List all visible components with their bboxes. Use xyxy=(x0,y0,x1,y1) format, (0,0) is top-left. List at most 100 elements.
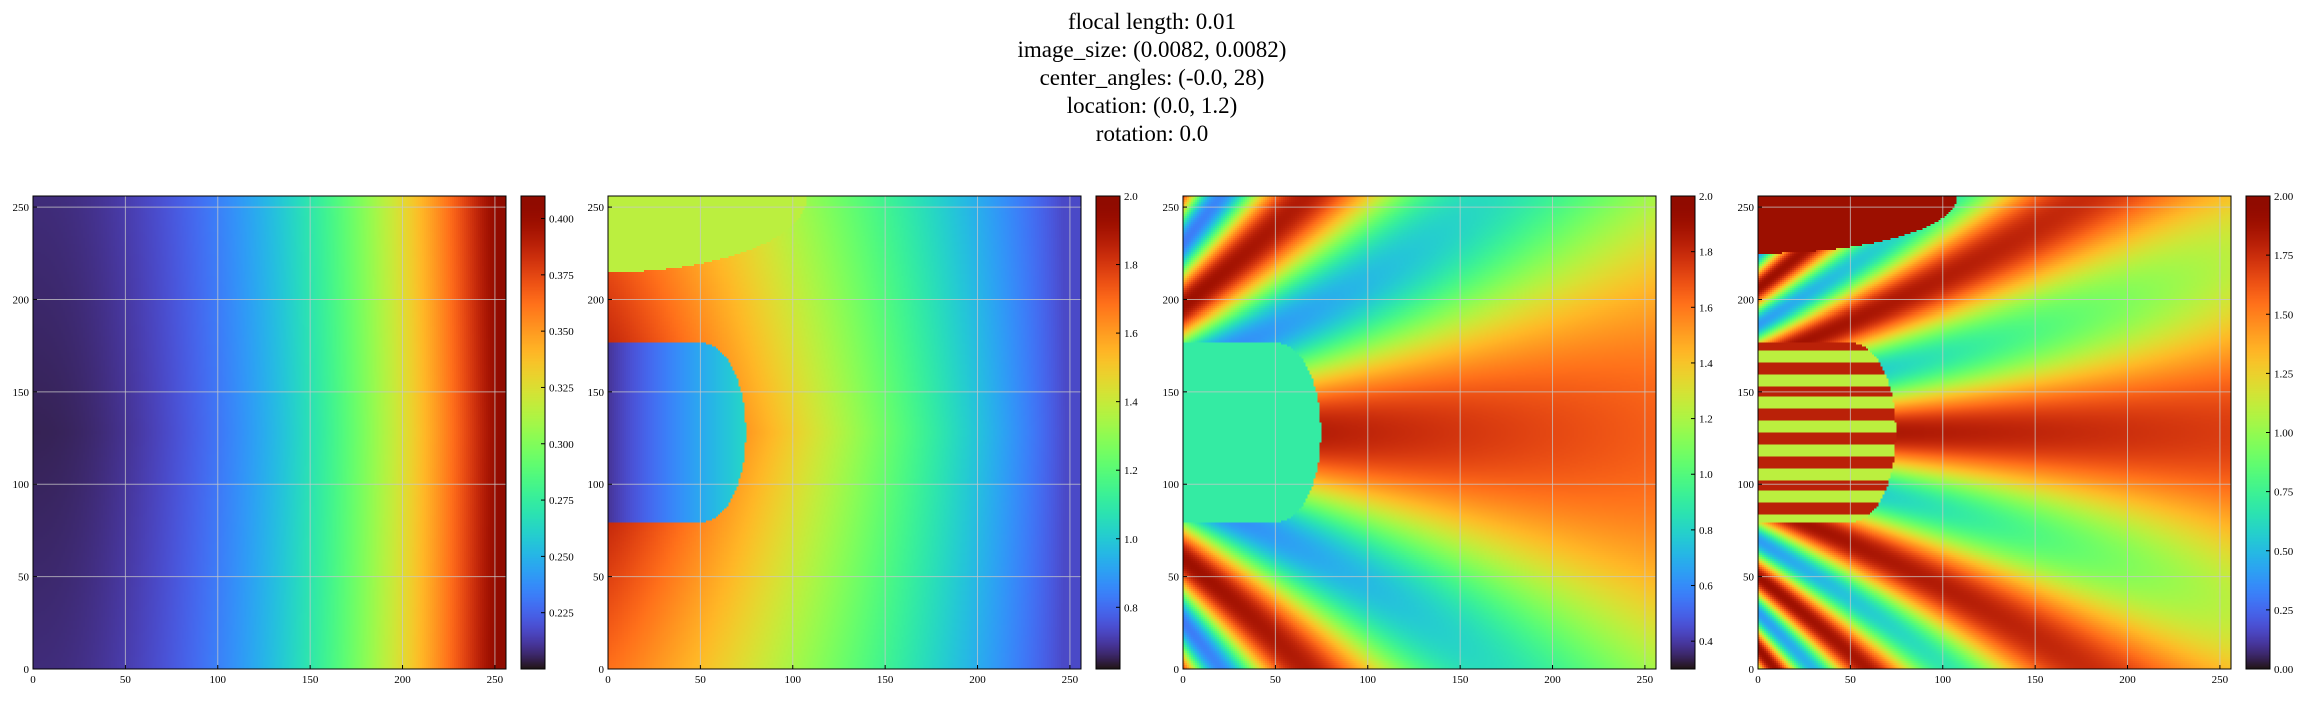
colorbar-tick-label: 1.4 xyxy=(1699,358,1713,370)
x-tick-label: 50 xyxy=(120,674,132,686)
colorbar-tick-label: 1.6 xyxy=(1699,302,1713,314)
y-tick-label: 250 xyxy=(1163,202,1180,214)
colorbar-tick-label: 0.8 xyxy=(1124,602,1138,614)
x-tick-label: 150 xyxy=(2027,674,2044,686)
y-tick-label: 100 xyxy=(1738,479,1755,491)
x-tick-label: 200 xyxy=(2119,674,2136,686)
x-tick-label: 150 xyxy=(1452,674,1469,686)
y-tick-label: 0 xyxy=(24,664,30,676)
colorbar-tick-label: 1.6 xyxy=(1124,328,1138,340)
colorbar-tick-label: 2.0 xyxy=(1124,191,1138,203)
colorbar-tick-label: 0.375 xyxy=(549,270,574,282)
x-tick-label: 0 xyxy=(605,674,611,686)
colorbar-tick-label: 2.0 xyxy=(1699,191,1713,203)
x-tick-label: 50 xyxy=(1845,674,1857,686)
title-line-image-size: image_size: (0.0082, 0.0082) xyxy=(1017,37,1287,62)
colorbar-tick-label: 1.8 xyxy=(1124,260,1138,272)
y-tick-label: 50 xyxy=(18,572,30,584)
colorbar-frame xyxy=(1670,195,1696,670)
colorbar-tick-label: 1.8 xyxy=(1699,247,1713,259)
y-tick-label: 0 xyxy=(1174,664,1180,676)
colorbar-tick-label: 1.2 xyxy=(1124,465,1138,477)
colorbar-tick-label: 1.75 xyxy=(2274,250,2294,262)
colorbar-tick-label: 1.0 xyxy=(1124,534,1138,546)
colorbar-tick-label: 0.350 xyxy=(549,326,574,338)
x-tick-label: 250 xyxy=(1062,674,1079,686)
y-tick-label: 50 xyxy=(1168,572,1180,584)
heatmap-panel-1: 0 50 100 150 200 250 0 50 100 150 200 250 0.225 0.250… xyxy=(13,195,574,686)
heatmap-image-1 xyxy=(33,196,506,669)
plot-frame xyxy=(32,195,507,670)
colorbar-tick-label: 0.325 xyxy=(549,382,574,394)
colorbar-3 xyxy=(1671,196,1695,669)
x-tick-label: 200 xyxy=(969,674,986,686)
plot-frame xyxy=(1182,195,1657,670)
title-line-center-angles: center_angles: (-0.0, 28) xyxy=(1039,65,1265,90)
colorbar-tick-label: 0.250 xyxy=(549,551,574,563)
x-tick-label: 200 xyxy=(394,674,411,686)
x-tick-label: 50 xyxy=(1270,674,1282,686)
y-tick-label: 100 xyxy=(1163,479,1180,491)
colorbar-tick-label: 0.25 xyxy=(2274,605,2294,617)
figure-title: flocal length: 0.01 image_size: (0.0082,… xyxy=(0,8,2304,148)
heatmap-panel-4: 0 50 100 150 200 250 0 50 100 150 200 250 0.00 0.25 0.… xyxy=(1738,191,2294,686)
heatmap-image-2 xyxy=(608,196,1081,669)
y-tick-label: 150 xyxy=(13,387,30,399)
colorbar-tick-label: 1.2 xyxy=(1699,414,1713,426)
colorbar-tick-label: 0.75 xyxy=(2274,487,2294,499)
y-tick-label: 100 xyxy=(13,479,30,491)
title-line-location: location: (0.0, 1.2) xyxy=(1066,93,1238,118)
x-tick-label: 150 xyxy=(877,674,894,686)
colorbar-frame xyxy=(1095,195,1121,670)
x-tick-label: 200 xyxy=(1544,674,1561,686)
colorbar-tick-label: 0.50 xyxy=(2274,546,2294,558)
y-tick-label: 50 xyxy=(593,572,605,584)
x-tick-label: 100 xyxy=(1360,674,1377,686)
y-tick-label: 200 xyxy=(588,294,605,306)
colorbar-2 xyxy=(1096,196,1120,669)
title-line-focal-length: flocal length: 0.01 xyxy=(1068,9,1236,34)
heatmap-image-4 xyxy=(1758,196,2231,669)
x-tick-label: 250 xyxy=(2212,674,2229,686)
heatmap-image-3 xyxy=(1183,196,1656,669)
colorbar-tick-label: 0.6 xyxy=(1699,581,1713,593)
y-tick-label: 50 xyxy=(1743,572,1755,584)
plot-frame xyxy=(1757,195,2232,670)
colorbar-frame xyxy=(520,195,546,670)
x-tick-label: 250 xyxy=(487,674,504,686)
y-tick-label: 0 xyxy=(1749,664,1755,676)
y-tick-label: 200 xyxy=(1738,294,1755,306)
x-tick-label: 100 xyxy=(210,674,227,686)
colorbar-tick-label: 1.0 xyxy=(1699,469,1713,481)
y-tick-label: 250 xyxy=(588,202,605,214)
y-tick-label: 250 xyxy=(1738,202,1755,214)
y-tick-label: 200 xyxy=(1163,294,1180,306)
colorbar-1 xyxy=(521,196,545,669)
y-tick-label: 150 xyxy=(1163,387,1180,399)
colorbar-tick-label: 0.4 xyxy=(1699,636,1713,648)
y-tick-label: 100 xyxy=(588,479,605,491)
colorbar-tick-label: 0.00 xyxy=(2274,664,2294,676)
heatmap-panel-2: 0 50 100 150 200 250 0 50 100 150 200 250 0.8 1.0 1.2 1… xyxy=(588,191,1139,686)
heatmap-panel-3: 0 50 100 150 200 250 0 50 100 150 200 250 0.4 0.6 0.8 1… xyxy=(1163,191,1714,686)
x-tick-label: 0 xyxy=(1180,674,1186,686)
colorbar-tick-label: 1.4 xyxy=(1124,397,1138,409)
colorbar-tick-label: 0.300 xyxy=(549,439,574,451)
colorbar-tick-label: 0.8 xyxy=(1699,525,1713,537)
x-tick-label: 250 xyxy=(1637,674,1654,686)
y-tick-label: 0 xyxy=(599,664,605,676)
colorbar-tick-label: 0.400 xyxy=(549,214,574,226)
colorbar-tick-label: 2.00 xyxy=(2274,191,2294,203)
x-tick-label: 50 xyxy=(695,674,707,686)
y-tick-label: 200 xyxy=(13,294,30,306)
y-tick-label: 250 xyxy=(13,202,30,214)
colorbar-tick-label: 1.50 xyxy=(2274,309,2294,321)
y-tick-label: 150 xyxy=(1738,387,1755,399)
x-tick-label: 0 xyxy=(1755,674,1761,686)
colorbar-tick-label: 0.275 xyxy=(549,495,574,507)
plot-frame xyxy=(607,195,1082,670)
colorbar-tick-label: 1.25 xyxy=(2274,368,2294,380)
title-line-rotation: rotation: 0.0 xyxy=(1095,121,1209,146)
colorbar-tick-label: 1.00 xyxy=(2274,428,2294,440)
